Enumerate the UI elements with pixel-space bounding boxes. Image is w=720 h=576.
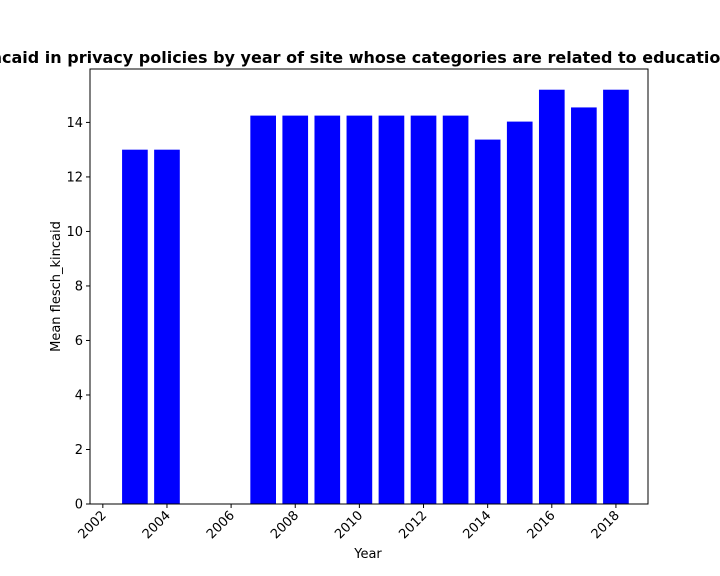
- bar-2012: [410, 115, 437, 505]
- x-tick-label-2004: 2004: [140, 508, 174, 542]
- plot-frame: [89, 68, 649, 505]
- y-tick-label-0: 0: [75, 498, 83, 513]
- bar-2015: [506, 121, 533, 504]
- bar-2011: [378, 115, 405, 505]
- bar-2018: [603, 89, 629, 505]
- y-tick-label-14: 14: [66, 116, 83, 131]
- bar-2003: [122, 149, 148, 504]
- y-tick-label-12: 12: [66, 170, 83, 185]
- bar-2014: [474, 139, 501, 504]
- bar-2016: [538, 89, 565, 505]
- y-tick-label-6: 6: [75, 334, 83, 349]
- bar-2007: [250, 115, 276, 505]
- x-tick-label-2016: 2016: [525, 508, 559, 542]
- y-tick-label-8: 8: [75, 279, 83, 294]
- y-axis-label: Mean flesch_kincaid: [49, 221, 64, 352]
- x-tick-label-2010: 2010: [332, 508, 366, 542]
- x-tick-label-2008: 2008: [268, 508, 302, 542]
- bar-2017: [571, 107, 597, 505]
- bars-layer: [122, 89, 629, 505]
- x-tick-label-2006: 2006: [204, 508, 238, 542]
- bar-2008: [282, 115, 309, 505]
- bar-2004: [154, 149, 180, 504]
- bar-2009: [314, 115, 341, 505]
- y-tick-label-2: 2: [75, 443, 83, 458]
- x-tick-label-2002: 2002: [76, 508, 110, 542]
- x-tick-label-2018: 2018: [589, 508, 623, 542]
- y-tick-label-10: 10: [66, 225, 83, 240]
- x-axis-label: Year: [353, 547, 382, 562]
- bar-2013: [442, 115, 469, 505]
- y-tick-label-4: 4: [75, 388, 83, 403]
- x-tick-label-2012: 2012: [396, 508, 430, 542]
- x-tick-label-2014: 2014: [460, 508, 494, 542]
- chart-title: Mean flesch_kincaid in privacy policies …: [0, 48, 720, 67]
- bar-2010: [346, 115, 373, 505]
